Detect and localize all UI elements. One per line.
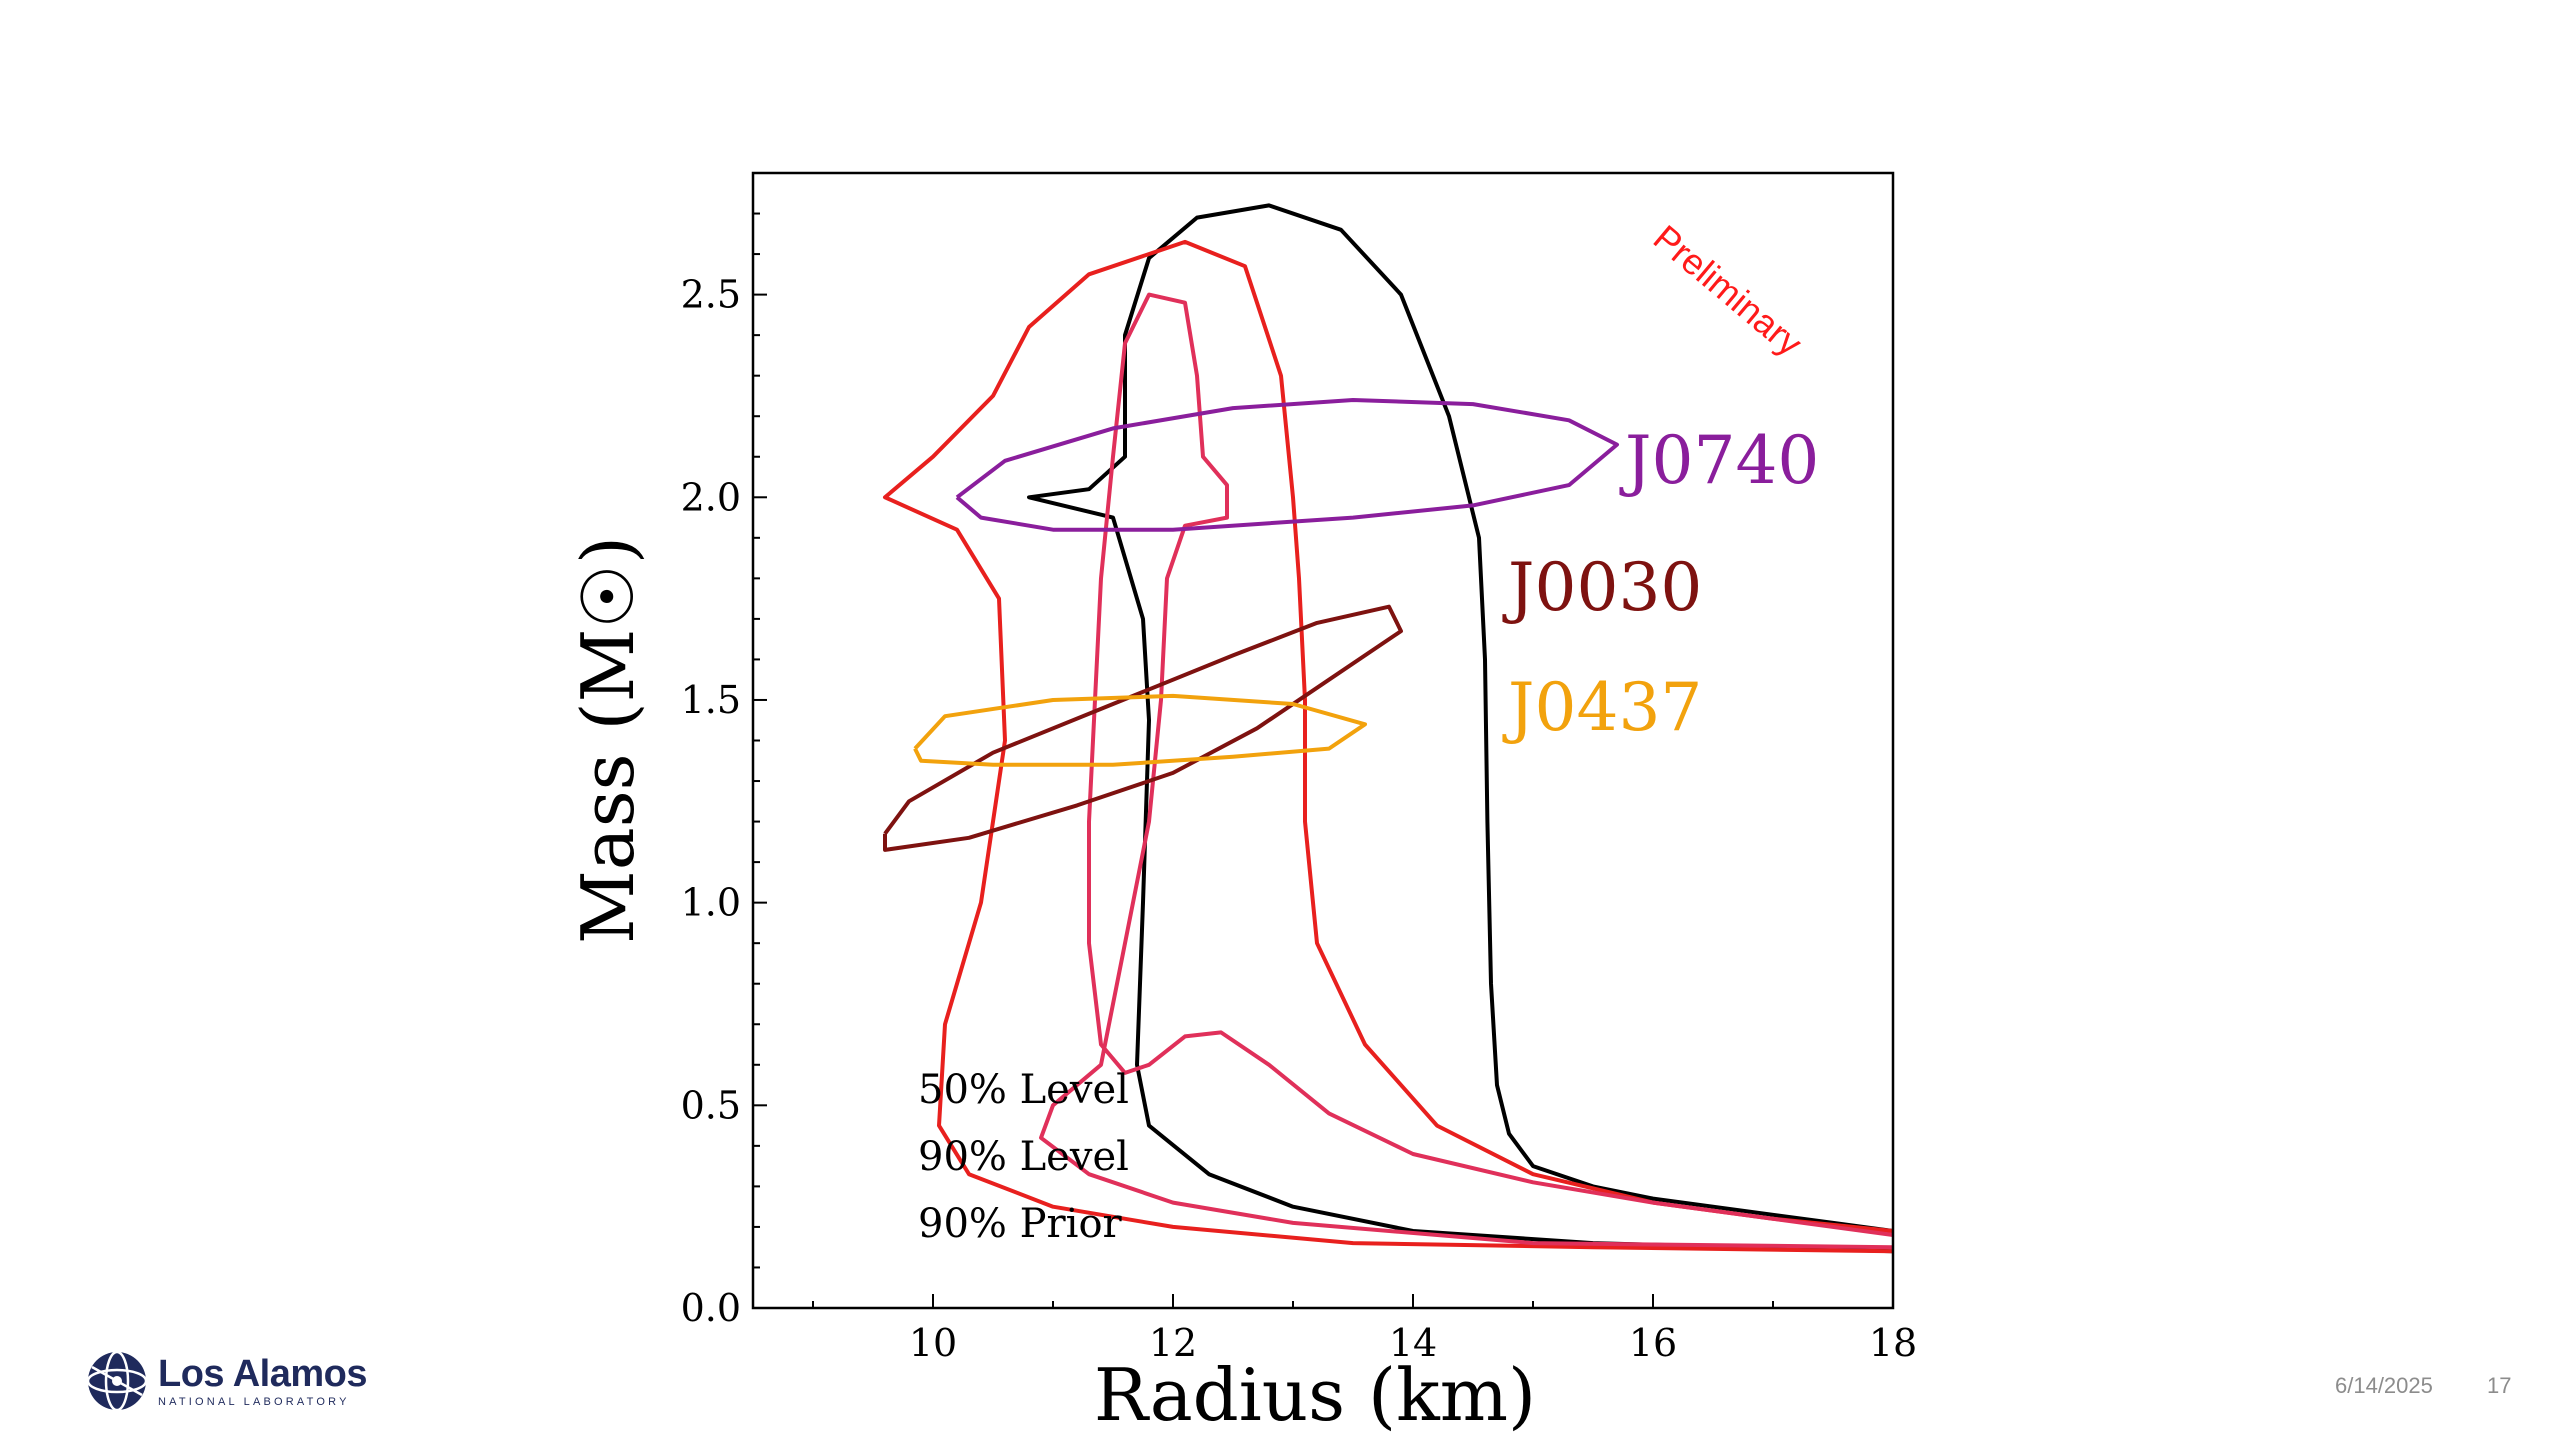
x-axis-label: Radius (km) bbox=[1094, 1353, 1536, 1437]
x-tick-label: 14 bbox=[1389, 1321, 1437, 1365]
series-50-level bbox=[1039, 292, 1894, 1250]
y-tick-label: 1.0 bbox=[681, 881, 741, 925]
legend-50-level: 50% Level bbox=[918, 1067, 1129, 1113]
series-j0740 bbox=[955, 398, 1619, 532]
y-tick-label: 0.0 bbox=[681, 1286, 741, 1330]
footer-date: 6/14/2025 bbox=[2335, 1373, 2433, 1398]
series-90-level bbox=[883, 239, 1894, 1254]
label-j0740: J0740 bbox=[1619, 422, 1819, 499]
series-90-prior bbox=[1027, 203, 1894, 1254]
globe-icon bbox=[86, 1350, 148, 1412]
x-tick-label: 16 bbox=[1629, 1321, 1677, 1365]
y-tick-label: 2.0 bbox=[681, 475, 741, 519]
tick-labels: 10 12 14 16 18 0.0 0.5 1.0 1.5 2.0 2.5 bbox=[681, 273, 1918, 1365]
y-axis-label: Mass (M☉) bbox=[566, 536, 650, 944]
label-j0030: J0030 bbox=[1502, 549, 1702, 626]
y-tick-label: 1.5 bbox=[681, 678, 741, 722]
axis-ticks bbox=[753, 212, 1894, 1309]
legend-90-level: 90% Level bbox=[918, 1134, 1129, 1180]
x-tick-label: 18 bbox=[1869, 1321, 1917, 1365]
y-tick-label: 0.5 bbox=[681, 1083, 741, 1127]
preliminary-annotation: Preliminary bbox=[1646, 217, 1810, 364]
logo-main-text: Los Alamos bbox=[158, 1352, 367, 1395]
lanl-logo: Los Alamos NATIONAL LABORATORY bbox=[86, 1350, 367, 1412]
legend-90-prior: 90% Prior bbox=[918, 1201, 1123, 1247]
label-j0437: J0437 bbox=[1502, 669, 1702, 746]
series-j0030 bbox=[883, 604, 1403, 852]
y-tick-label: 2.5 bbox=[681, 273, 741, 317]
series-j0437 bbox=[913, 693, 1367, 767]
x-tick-label: 12 bbox=[1149, 1321, 1197, 1365]
logo-sub-text: NATIONAL LABORATORY bbox=[158, 1395, 350, 1408]
page-number: 17 bbox=[2487, 1373, 2512, 1398]
contour-curves bbox=[883, 203, 1894, 1254]
x-tick-label: 10 bbox=[909, 1321, 957, 1365]
